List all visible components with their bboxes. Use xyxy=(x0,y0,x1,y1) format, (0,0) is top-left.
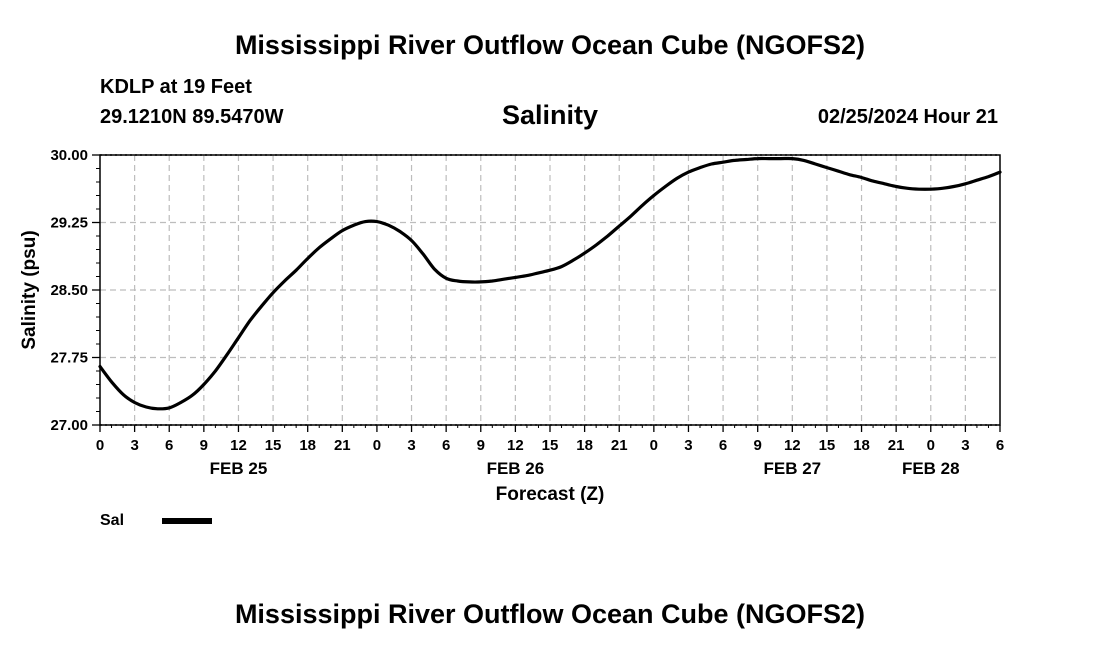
page-title: Mississippi River Outflow Ocean Cube (NG… xyxy=(234,30,866,60)
grid-lines xyxy=(100,155,1000,425)
series-layer xyxy=(98,156,1002,411)
x-tick-label: 12 xyxy=(230,437,247,454)
x-tick-label: 12 xyxy=(507,437,524,454)
x-tick-label: 0 xyxy=(96,437,104,454)
y-tick-label: 27.75 xyxy=(50,350,88,367)
x-tick-label: 21 xyxy=(888,437,905,454)
salinity-line xyxy=(98,156,1002,411)
x-tick-label: 0 xyxy=(927,437,935,454)
x-tick-label: 0 xyxy=(650,437,658,454)
x-tick-label: 9 xyxy=(200,437,208,454)
date-label: FEB 25 xyxy=(210,459,268,478)
x-tick-label: 9 xyxy=(477,437,485,454)
x-tick-label: 3 xyxy=(684,437,692,454)
date-label: FEB 27 xyxy=(763,459,821,478)
y-axis-label: Salinity (psu) xyxy=(19,230,40,349)
x-tick-label: 15 xyxy=(542,437,559,454)
x-tick-label: 3 xyxy=(961,437,969,454)
date-label: FEB 28 xyxy=(902,459,960,478)
x-tick-label: 3 xyxy=(407,437,415,454)
date-label: FEB 26 xyxy=(487,459,545,478)
x-tick-label: 12 xyxy=(784,437,801,454)
forecast-datetime: 02/25/2024 Hour 21 xyxy=(817,106,998,128)
salinity-chart: 0 3 6 9 12 15 18 21 0 3 6 9 12 15 18 21 0 3 6 9 12 15 18 21 0 3 6 2… xyxy=(19,147,1004,529)
x-tick-label: 6 xyxy=(719,437,727,454)
x-tick-label: 6 xyxy=(996,437,1004,454)
legend: Sal xyxy=(100,512,212,529)
chart-title: Salinity xyxy=(501,100,599,130)
x-tick-label: 18 xyxy=(853,437,870,454)
y-tick-label: 29.25 xyxy=(50,215,88,232)
axis-ticks xyxy=(92,154,1001,432)
station-coordinates: 29.1210N 89.5470W xyxy=(100,106,284,128)
x-tick-label: 21 xyxy=(334,437,351,454)
plot-frame xyxy=(99,154,1001,426)
x-tick-label: 18 xyxy=(299,437,316,454)
y-tick-label: 30.00 xyxy=(50,147,88,164)
x-tick-label: 9 xyxy=(754,437,762,454)
legend-label: Sal xyxy=(100,512,124,529)
axis-labels: 0 3 6 9 12 15 18 21 0 3 6 9 12 15 18 21 0 3 6 9 12 15 18 21 0 3 6 2… xyxy=(50,147,1004,478)
x-tick-label: 6 xyxy=(442,437,450,454)
y-tick-label: 27.00 xyxy=(50,417,88,434)
footer-title: Mississippi River Outflow Ocean Cube (NG… xyxy=(234,599,866,629)
x-tick-label: 21 xyxy=(611,437,628,454)
x-tick-label: 15 xyxy=(819,437,836,454)
station-label: KDLP at 19 Feet xyxy=(100,76,252,98)
x-tick-label: 15 xyxy=(265,437,282,454)
x-tick-label: 6 xyxy=(165,437,173,454)
x-axis-label: Forecast (Z) xyxy=(496,484,605,505)
x-tick-label: 18 xyxy=(576,437,593,454)
y-tick-label: 28.50 xyxy=(50,282,88,299)
x-tick-label: 3 xyxy=(130,437,138,454)
x-tick-label: 0 xyxy=(373,437,381,454)
